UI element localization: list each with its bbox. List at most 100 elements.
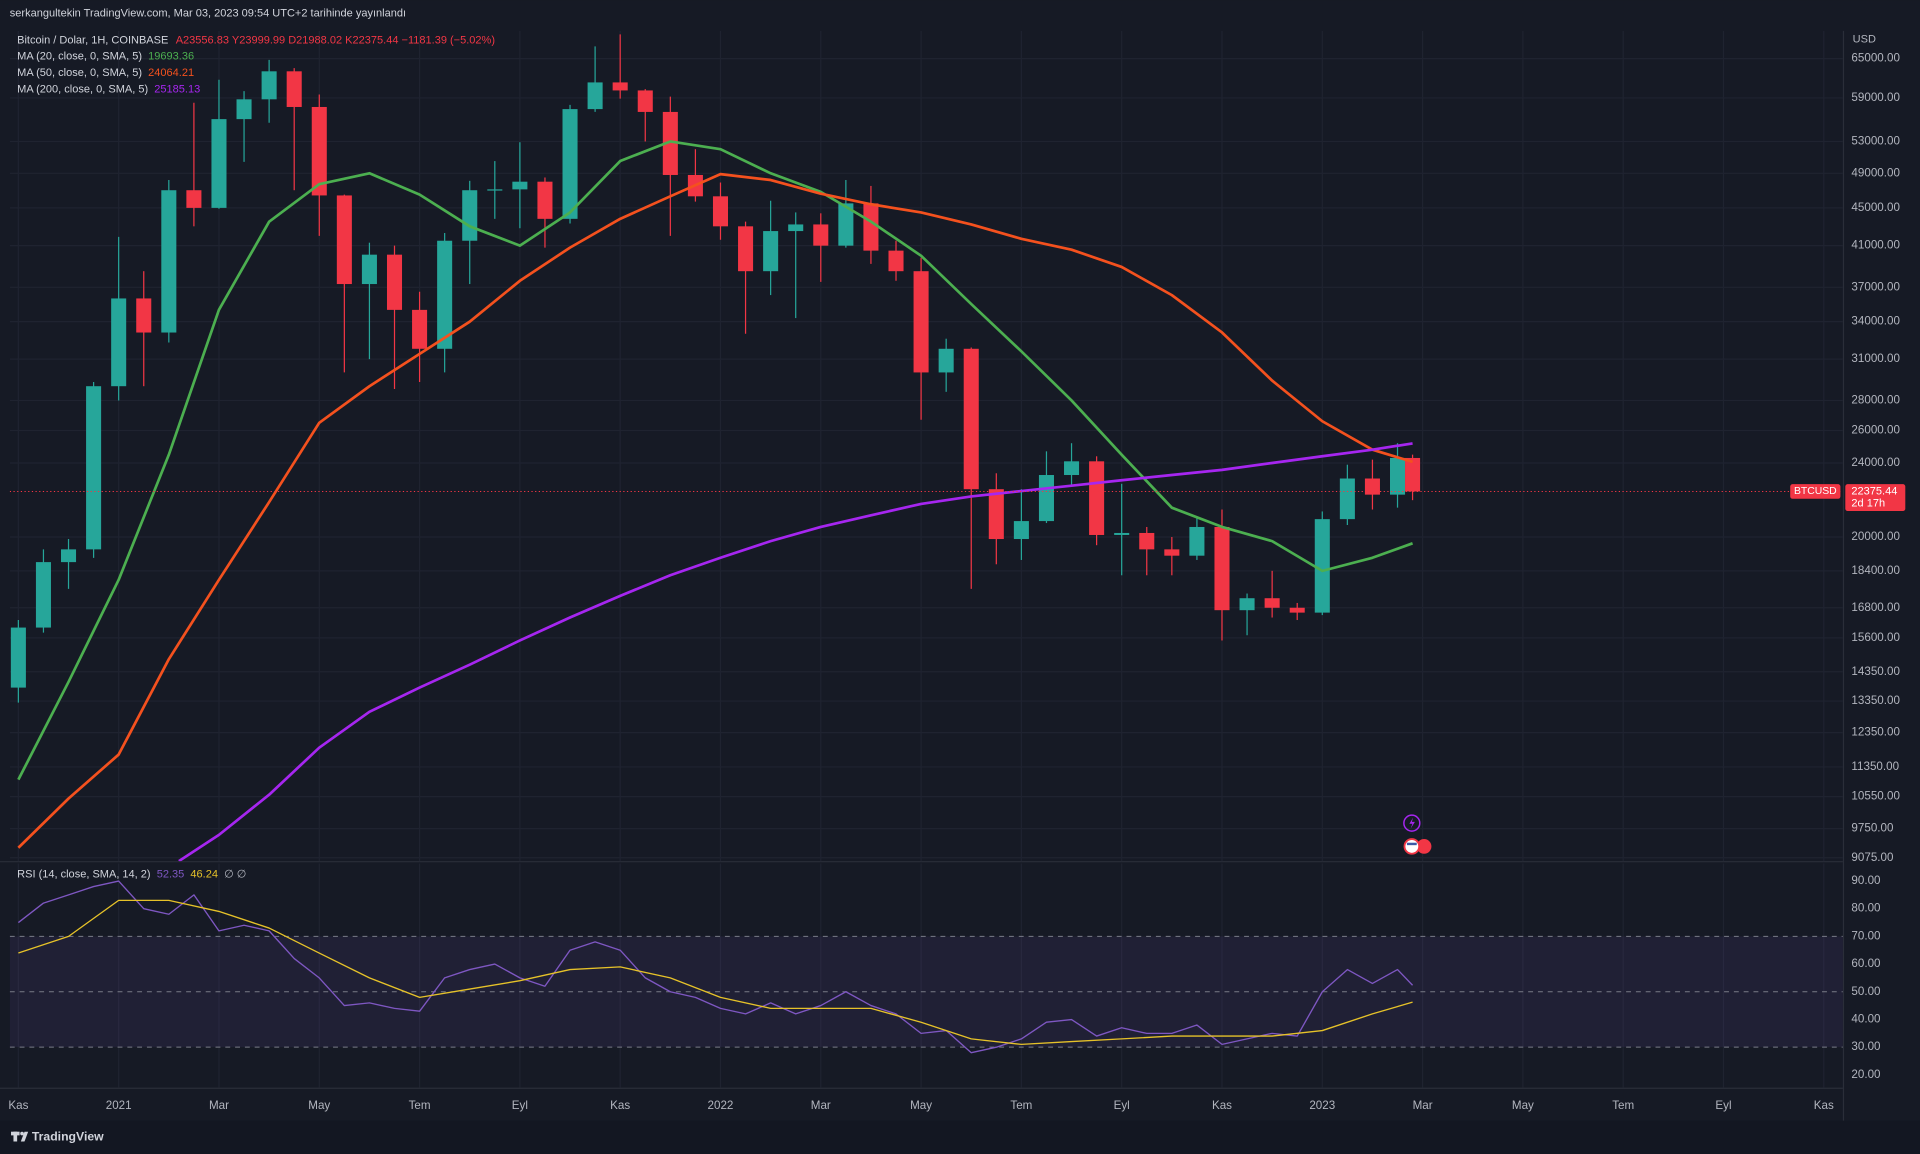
footer-brand: TradingView bbox=[32, 1129, 104, 1143]
rsi-tick-label: 40.00 bbox=[1851, 1013, 1881, 1026]
y-tick-label: 24000.00 bbox=[1851, 456, 1900, 469]
candle-body bbox=[10, 627, 26, 688]
y-tick-label: 34000.00 bbox=[1851, 315, 1900, 328]
symbol-box bbox=[1790, 484, 1841, 499]
candle-body bbox=[1013, 521, 1029, 540]
rsi-tick-label: 60.00 bbox=[1851, 957, 1881, 970]
rsi-tick-label: 20.00 bbox=[1851, 1068, 1881, 1081]
candle-body bbox=[1314, 519, 1330, 613]
candle-body bbox=[236, 99, 252, 120]
candle-body bbox=[361, 254, 377, 285]
candle-body bbox=[60, 549, 77, 563]
y-tick-label: 45000.00 bbox=[1851, 201, 1900, 214]
countdown-label: 2d 17h bbox=[1851, 498, 1885, 510]
candle-body bbox=[788, 224, 804, 232]
y-tick-label: 49000.00 bbox=[1851, 166, 1900, 179]
x-tick-label: Kas bbox=[610, 1099, 630, 1112]
candle-body bbox=[211, 119, 227, 208]
rsi-pane bbox=[9, 863, 1843, 1088]
x-tick-label: Kas bbox=[8, 1099, 28, 1112]
candle-body bbox=[487, 189, 503, 191]
x-tick-label: Tem bbox=[1010, 1099, 1032, 1112]
x-tick-label: May bbox=[1512, 1099, 1534, 1112]
x-tick-label: Mar bbox=[1413, 1099, 1433, 1112]
logo-part bbox=[13, 1131, 18, 1142]
y-tick-label: 9075.00 bbox=[1851, 851, 1894, 864]
y-tick-label: 59000.00 bbox=[1851, 91, 1900, 104]
x-tick-label: May bbox=[910, 1099, 932, 1112]
candle-body bbox=[86, 386, 102, 550]
y-tick-label: 13350.00 bbox=[1851, 694, 1900, 707]
logo-part bbox=[20, 1131, 24, 1136]
candle-body bbox=[1239, 598, 1255, 611]
x-tick-label: 2021 bbox=[106, 1099, 132, 1112]
logo-part bbox=[20, 1131, 29, 1142]
candle-body bbox=[512, 181, 528, 190]
x-tick-label: Tem bbox=[1612, 1099, 1634, 1112]
candle-body bbox=[612, 82, 628, 91]
candle-body bbox=[813, 224, 829, 246]
symbol-legend: Bitcoin / Dolar, 1H, COINBASE bbox=[17, 35, 168, 47]
candle-body bbox=[1189, 526, 1205, 556]
candle-body bbox=[712, 196, 729, 227]
candle-body bbox=[537, 181, 553, 219]
y-tick-label: 11350.00 bbox=[1851, 760, 1899, 773]
candle-body bbox=[1114, 532, 1130, 535]
candle-body bbox=[336, 195, 352, 285]
ma-legend-value: 24064.21 bbox=[148, 67, 194, 79]
candle-body bbox=[963, 348, 979, 490]
candle-body bbox=[286, 71, 302, 107]
rsi-tick-label: 80.00 bbox=[1851, 902, 1881, 915]
y-tick-label: 28000.00 bbox=[1851, 394, 1900, 407]
candle-body bbox=[1164, 549, 1180, 556]
candle-body bbox=[637, 90, 653, 112]
candle-body bbox=[1339, 478, 1355, 520]
candle-body bbox=[462, 190, 478, 241]
candle-body bbox=[136, 298, 152, 333]
candle-body bbox=[1214, 526, 1230, 611]
x-tick-label: Mar bbox=[209, 1099, 229, 1112]
y-tick-label: 12350.00 bbox=[1851, 726, 1900, 739]
symbol-label: BTCUSD bbox=[1794, 486, 1837, 497]
x-tick-label: Kas bbox=[1814, 1099, 1834, 1112]
candle-body bbox=[386, 254, 403, 310]
candle-body bbox=[738, 226, 754, 272]
rsi-legend-value: 46.24 bbox=[190, 868, 218, 880]
candle-body bbox=[311, 106, 327, 196]
x-tick-label: Tem bbox=[409, 1099, 431, 1112]
rsi-tick-label: 70.00 bbox=[1851, 929, 1881, 942]
candle-body bbox=[1139, 532, 1155, 550]
ma-legend-value: 25185.13 bbox=[154, 84, 200, 96]
candle-body bbox=[562, 109, 578, 219]
candle-body bbox=[261, 71, 277, 100]
x-tick-label: Mar bbox=[811, 1099, 831, 1112]
candle-body bbox=[1405, 457, 1421, 492]
ma-legend-name: MA (50, close, 0, SMA, 5) bbox=[17, 67, 142, 79]
x-tick-label: Eyl bbox=[512, 1099, 528, 1112]
y-tick-label: 9750.00 bbox=[1851, 822, 1894, 835]
y-tick-label: 41000.00 bbox=[1851, 239, 1900, 252]
candle-body bbox=[888, 250, 904, 272]
ma-line bbox=[178, 442, 1413, 862]
rsi-legend-value: 52.35 bbox=[157, 868, 185, 880]
candle-body bbox=[161, 190, 177, 333]
y-tick-label: 10550.00 bbox=[1851, 790, 1900, 803]
ma-legend-value: 19693.36 bbox=[148, 50, 194, 62]
candle-body bbox=[1064, 461, 1080, 476]
ma-line bbox=[17, 172, 1413, 849]
ma-legend-name: MA (200, close, 0, SMA, 5) bbox=[17, 84, 148, 96]
candle-body bbox=[1089, 461, 1105, 535]
candle-body bbox=[988, 489, 1004, 540]
x-tick-label: Eyl bbox=[1715, 1099, 1731, 1112]
y-tick-label: 53000.00 bbox=[1851, 135, 1900, 148]
flag-icon-part bbox=[1406, 842, 1417, 846]
candle-body bbox=[938, 348, 954, 373]
ohlc-legend: A23556.83 Y23999.99 D21988.02 K22375.44 … bbox=[176, 35, 495, 47]
price-box bbox=[1845, 484, 1906, 512]
y-tick-label: 16800.00 bbox=[1851, 601, 1900, 614]
candle-body bbox=[863, 203, 879, 251]
candle-body bbox=[662, 111, 678, 175]
x-tick-label: 2022 bbox=[708, 1099, 734, 1112]
event-icons bbox=[1403, 814, 1432, 855]
candle-body bbox=[1038, 475, 1054, 522]
